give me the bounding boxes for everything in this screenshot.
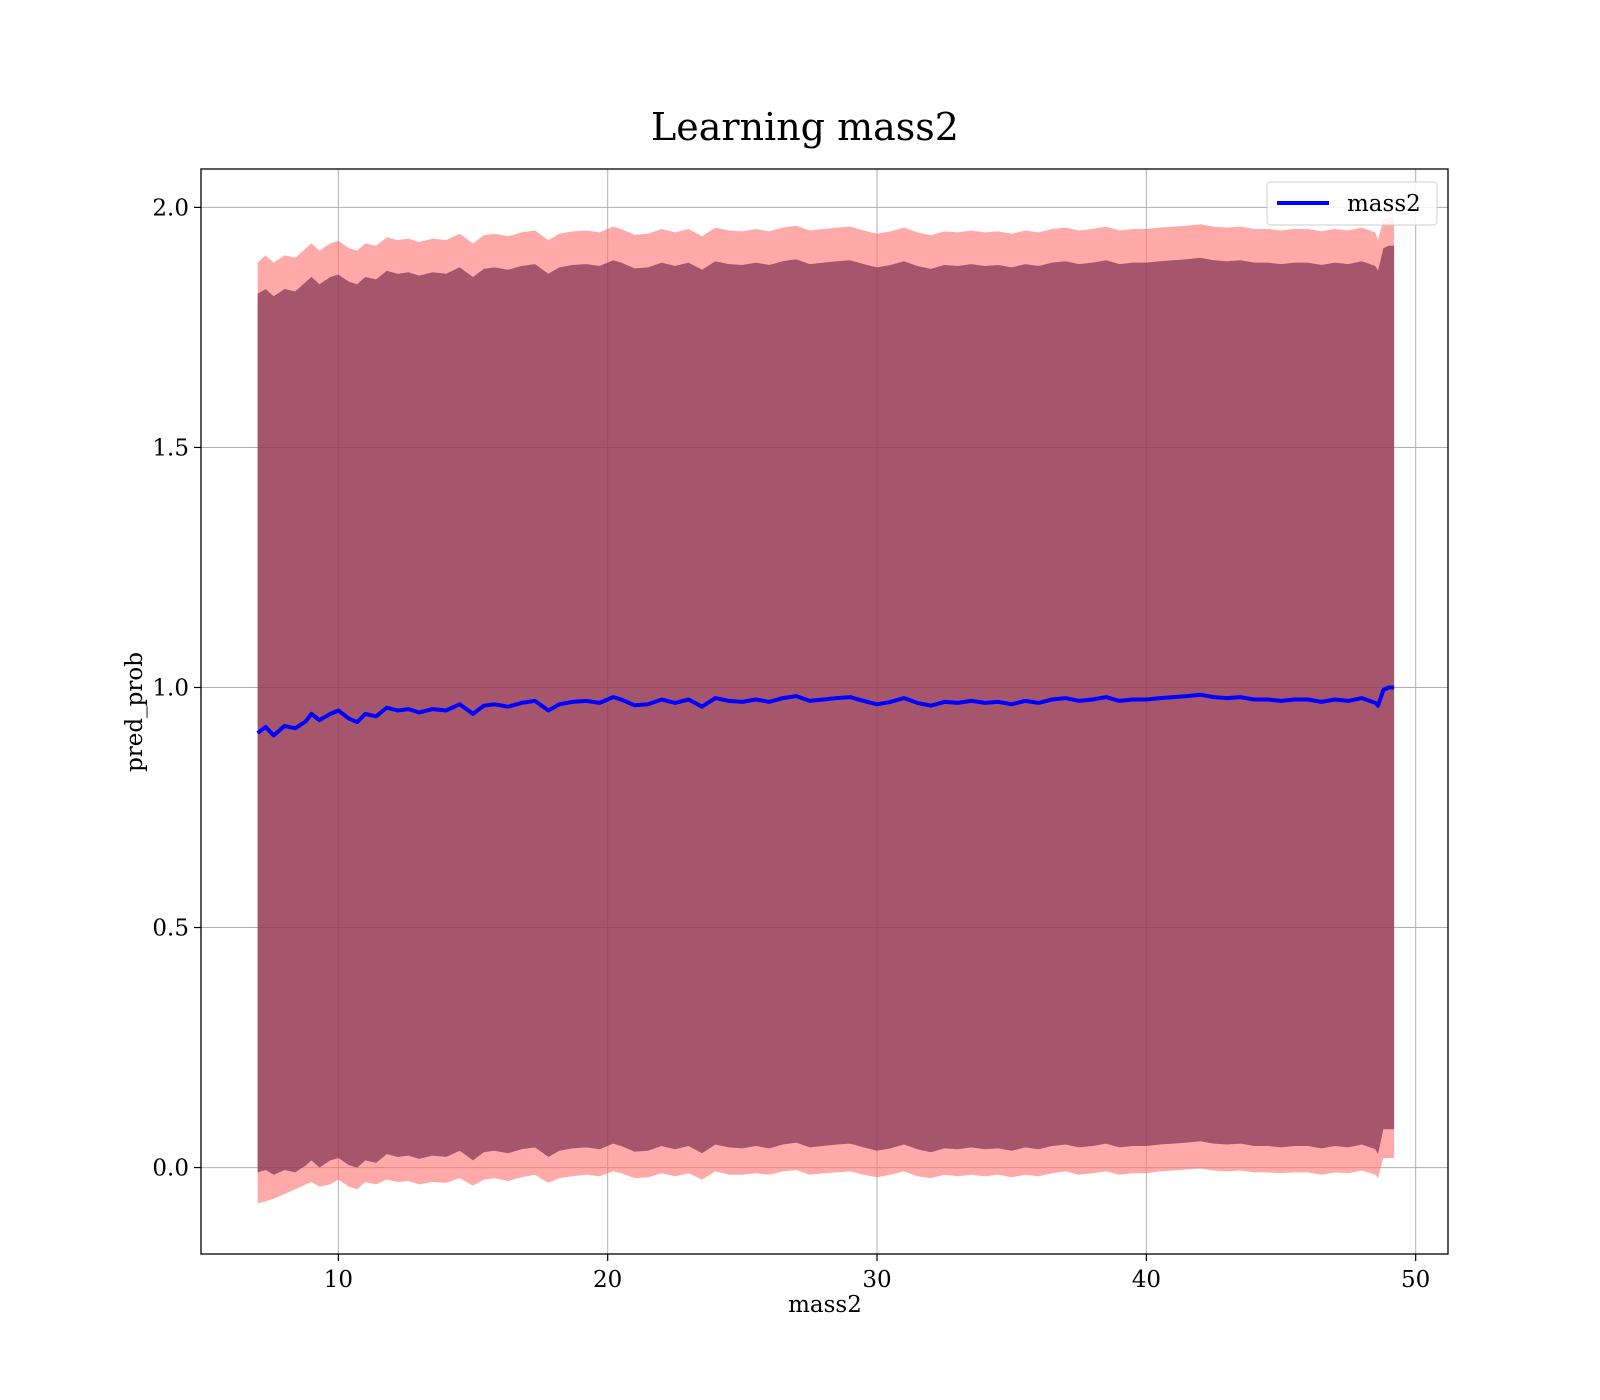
series-line-mass2: [256, 685, 1395, 738]
x-axis-label: mass2: [788, 1292, 862, 1318]
plot-frame: [200, 168, 1449, 1255]
y-tick-label: 1.0: [152, 675, 189, 701]
legend-box: [1266, 181, 1438, 226]
y-axis-ticks: 0.0 0.5 1.0 1.5 2.0: [152, 195, 201, 1182]
confidence-bands: [257, 217, 1395, 1204]
y-axis-label: pred_prob: [122, 652, 148, 772]
inner-confidence-band: [257, 245, 1395, 1175]
legend: mass2: [1266, 181, 1438, 226]
x-tick-label: 10: [324, 1267, 353, 1293]
y-tick-label: 1.5: [152, 435, 189, 461]
x-tick-label: 50: [1401, 1267, 1430, 1293]
y-tick-label: 0.0: [152, 1156, 189, 1182]
x-axis-ticks: 10 20 30 40 50: [324, 1254, 1430, 1293]
y-tick-label: 0.5: [152, 916, 189, 942]
series-lines: [256, 685, 1395, 738]
chart-title: Learning mass2: [651, 105, 959, 149]
y-tick-label: 2.0: [152, 195, 189, 221]
x-tick-label: 40: [1132, 1267, 1161, 1293]
legend-entry-mass2: mass2: [1347, 191, 1421, 217]
x-tick-label: 30: [862, 1267, 891, 1293]
x-tick-label: 20: [593, 1267, 622, 1293]
